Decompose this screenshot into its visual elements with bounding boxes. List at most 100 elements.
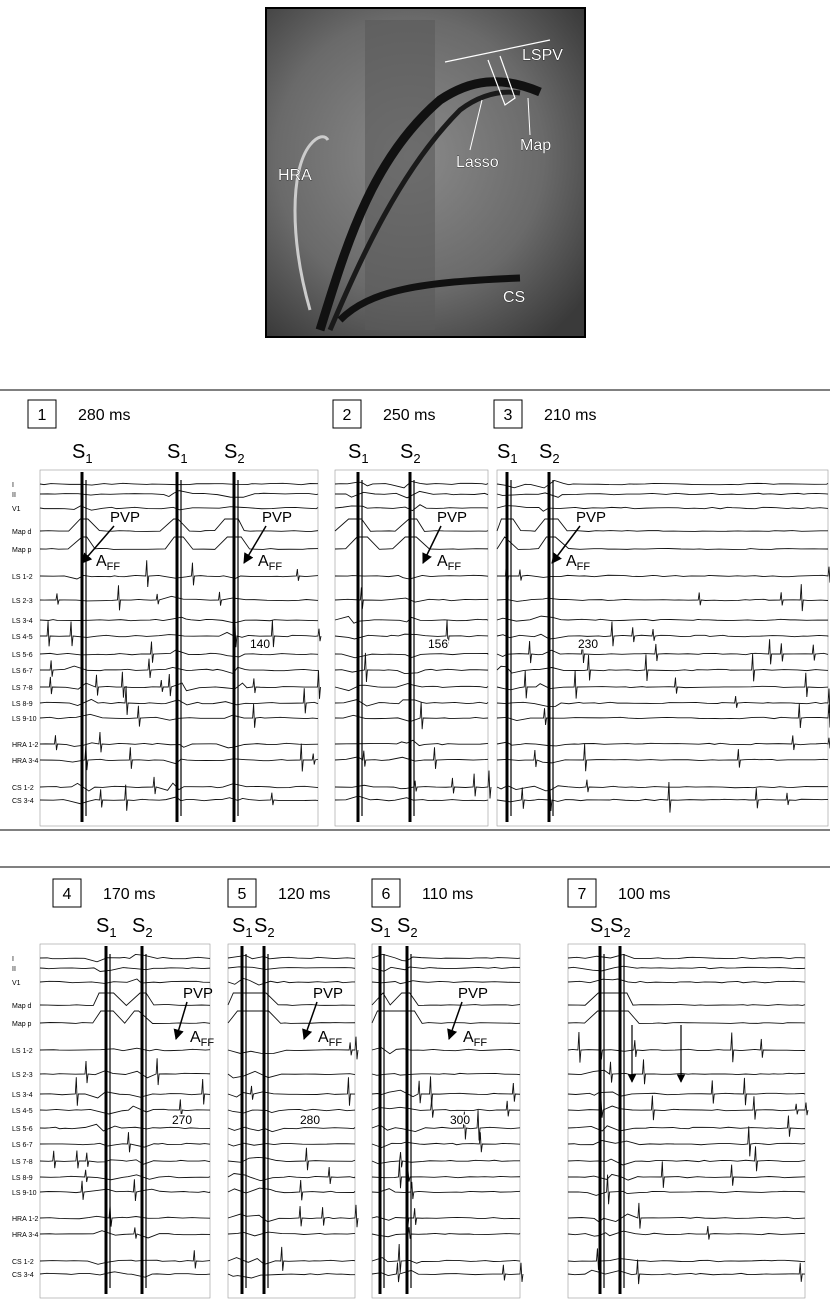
ecg-trace [371, 1132, 521, 1153]
channel-label: LS 5-6 [12, 652, 33, 659]
channel-label: V1 [12, 506, 21, 513]
stimulus-letter: S [224, 441, 237, 463]
ecg-trace [39, 1058, 211, 1086]
ecg-trace [567, 978, 806, 984]
ecg-trace [334, 739, 489, 747]
pvp-label: PVP [576, 509, 606, 526]
stimulus-letter: S [400, 441, 413, 463]
channel-label: CS 3-4 [12, 1272, 34, 1279]
pvp-arrow [243, 525, 267, 564]
ecg-trace [371, 992, 521, 1006]
ecg-trace [371, 1204, 521, 1228]
ecg-trace [39, 1010, 211, 1024]
stimulus-label: S2 [397, 915, 418, 940]
panel-number-box [227, 878, 257, 908]
measurement: 140 [250, 637, 270, 651]
channel-label: Map d [12, 529, 32, 536]
stimulus-index: 2 [413, 451, 420, 466]
stimulus-label: S1 [348, 441, 369, 466]
ecg-trace [371, 1244, 521, 1273]
panel-number: 4 [63, 886, 72, 903]
ecg-trace [371, 1227, 521, 1239]
ecg-trace [567, 1248, 806, 1270]
panel-interval: 100 ms [618, 886, 670, 903]
ecg-trace [371, 1181, 521, 1200]
panel-number: 6 [382, 886, 391, 903]
panel-number-box [332, 399, 362, 429]
ecg-trace [334, 619, 489, 648]
panel-interval: 170 ms [103, 886, 155, 903]
ecg-trace [39, 1205, 211, 1227]
fluoro-label: HRA [278, 167, 312, 184]
ecg-trace [39, 703, 319, 728]
channel-label: HRA 3-4 [12, 758, 39, 765]
ecg-trace [227, 1167, 356, 1185]
channel-label: LS 4-5 [12, 1108, 33, 1115]
ecg-trace [39, 1077, 211, 1106]
channel-label: LS 7-8 [12, 685, 33, 692]
panel-interval: 110 ms [422, 886, 473, 903]
ecg-trace [496, 639, 829, 665]
stimulus-letter: S [370, 915, 383, 937]
ecg-trace [567, 953, 806, 960]
ecg-trace [39, 1250, 211, 1269]
stimulus-index: 1 [510, 451, 517, 466]
stimulus-label: S1 [72, 441, 93, 466]
ecg-trace [371, 953, 521, 962]
ecg-trace [371, 966, 521, 972]
panel-interval: 210 ms [544, 407, 596, 424]
pvp-arrow [173, 1001, 188, 1041]
panel-number: 7 [578, 886, 587, 903]
stimulus-letter: S [539, 441, 552, 463]
stimulus-index: 2 [410, 925, 417, 940]
ecg-trace [39, 518, 319, 532]
panel-number: 2 [343, 407, 352, 424]
channel-label: II [12, 966, 16, 973]
stimulus-label: S2 [254, 915, 275, 940]
aff-letter: A [437, 553, 448, 570]
ecg-trace [39, 482, 319, 486]
ecg-trace [371, 1099, 521, 1118]
ecg-trace [496, 479, 829, 489]
ecg-trace [40, 658, 319, 678]
aff-letter: A [463, 1029, 474, 1046]
ecg-trace [567, 1010, 806, 1024]
ecg-trace [496, 584, 829, 612]
channel-label: Map d [12, 1003, 32, 1010]
stimulus-index: 1 [180, 451, 187, 466]
ecg-trace [39, 685, 319, 715]
fluoro-label: Lasso [456, 154, 499, 171]
panel-number-box [52, 878, 82, 908]
ecg-trace [227, 1142, 356, 1147]
panel-interval: 280 ms [78, 407, 130, 424]
channel-label: HRA 1-2 [12, 1216, 39, 1223]
channel-label: LS 8-9 [12, 1175, 33, 1182]
ecg-trace [39, 505, 319, 511]
ecg-trace [227, 992, 356, 1006]
measurement: 230 [578, 637, 598, 651]
ecg-trace [371, 980, 521, 985]
stimulus-label: S2 [224, 441, 245, 466]
ecg-trace [496, 670, 829, 699]
ecg-trace [39, 1047, 211, 1052]
stimulus-label: S1 [232, 915, 253, 940]
pvp-label: PVP [313, 985, 343, 1002]
pvp-label: PVP [262, 509, 292, 526]
measurement: 300 [450, 1113, 470, 1127]
channel-label: HRA 3-4 [12, 1232, 39, 1239]
ecg-trace [371, 1110, 521, 1141]
stimulus-index: 1 [245, 925, 252, 940]
channel-label: CS 3-4 [12, 798, 34, 805]
channel-label: LS 9-10 [12, 716, 37, 723]
stimulus-label: S1 [167, 441, 188, 466]
stimulus-letter: S [132, 915, 145, 937]
ecg-trace [227, 1126, 356, 1133]
ecg-trace [334, 518, 489, 532]
panel-interval: 250 ms [383, 407, 435, 424]
ecg-trace [39, 1227, 211, 1239]
pvp-arrow [551, 525, 581, 564]
